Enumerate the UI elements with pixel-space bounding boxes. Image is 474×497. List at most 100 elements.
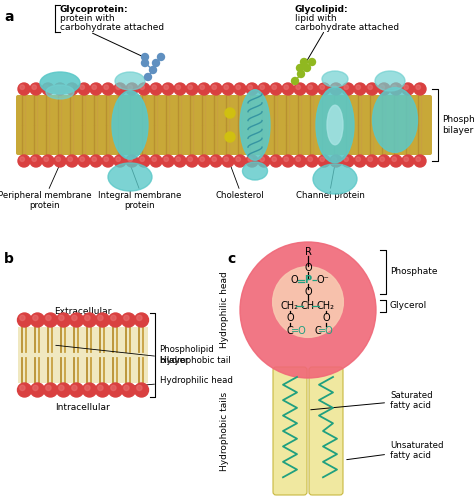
Circle shape [380,157,384,162]
Ellipse shape [313,164,357,194]
Circle shape [33,315,38,321]
Circle shape [402,83,414,95]
Circle shape [296,85,301,89]
Circle shape [378,83,390,95]
Circle shape [210,155,222,167]
Circle shape [72,385,77,391]
Circle shape [109,313,122,327]
Circle shape [20,85,25,89]
Text: CH₂: CH₂ [317,301,335,311]
Circle shape [273,266,343,337]
Ellipse shape [108,163,152,191]
Text: Phospholipid
bilayer: Phospholipid bilayer [159,345,214,365]
Circle shape [30,383,45,397]
Text: C: C [315,326,321,336]
Circle shape [80,85,84,89]
Circle shape [137,385,142,391]
Circle shape [308,85,312,89]
Circle shape [368,85,373,89]
Circle shape [392,157,396,162]
Circle shape [404,157,409,162]
Circle shape [140,157,145,162]
Ellipse shape [240,90,270,160]
Text: b: b [4,252,14,266]
Circle shape [157,54,164,61]
Circle shape [20,385,25,391]
Circle shape [224,157,228,162]
Circle shape [135,313,148,327]
FancyBboxPatch shape [16,95,432,155]
Circle shape [272,157,276,162]
Circle shape [153,60,159,67]
Circle shape [198,155,210,167]
Ellipse shape [373,87,418,153]
Circle shape [18,383,31,397]
Circle shape [270,155,282,167]
Circle shape [174,83,186,95]
Circle shape [356,157,361,162]
Text: O⁻: O⁻ [317,275,329,285]
Circle shape [109,383,122,397]
Circle shape [176,85,181,89]
Circle shape [306,155,318,167]
Circle shape [284,157,289,162]
Circle shape [150,83,162,95]
Text: lipid with: lipid with [295,14,337,23]
Circle shape [128,85,132,89]
Circle shape [116,157,120,162]
Circle shape [186,155,198,167]
Circle shape [150,155,162,167]
Circle shape [248,85,253,89]
Text: O: O [304,287,312,297]
Circle shape [236,157,240,162]
Circle shape [32,85,36,89]
Ellipse shape [327,105,343,145]
Circle shape [42,83,54,95]
Circle shape [80,157,84,162]
Circle shape [292,78,299,84]
Circle shape [44,383,57,397]
Text: Phosphate: Phosphate [390,267,438,276]
Circle shape [54,83,66,95]
Circle shape [246,83,258,95]
Circle shape [248,157,253,162]
Circle shape [18,155,30,167]
Circle shape [54,155,66,167]
Circle shape [222,83,234,95]
Text: CH: CH [301,301,315,311]
Circle shape [46,315,51,321]
Circle shape [414,83,426,95]
FancyBboxPatch shape [273,367,307,495]
Circle shape [240,242,376,378]
Circle shape [102,83,114,95]
Circle shape [104,157,109,162]
Ellipse shape [112,91,148,159]
Circle shape [188,85,192,89]
Circle shape [298,71,304,78]
Circle shape [260,85,264,89]
Circle shape [85,315,90,321]
Circle shape [114,83,126,95]
Circle shape [30,313,45,327]
Circle shape [308,157,312,162]
Circle shape [44,157,48,162]
Text: Peripheral membrane
protein: Peripheral membrane protein [0,191,92,210]
Circle shape [303,65,310,72]
Circle shape [90,83,102,95]
Circle shape [164,85,168,89]
Ellipse shape [243,162,267,180]
Circle shape [78,155,90,167]
Circle shape [30,83,42,95]
Circle shape [225,132,235,142]
Text: carbohydrate attached: carbohydrate attached [295,23,399,32]
Circle shape [82,383,97,397]
Circle shape [294,83,306,95]
Circle shape [142,60,148,67]
Text: Extracellular: Extracellular [55,307,112,316]
Text: C: C [287,326,293,336]
Text: Hydrophilic head: Hydrophilic head [220,272,229,348]
Ellipse shape [375,71,405,91]
Circle shape [318,155,330,167]
Circle shape [212,157,217,162]
Text: Phospholipid
bilayer: Phospholipid bilayer [442,115,474,135]
